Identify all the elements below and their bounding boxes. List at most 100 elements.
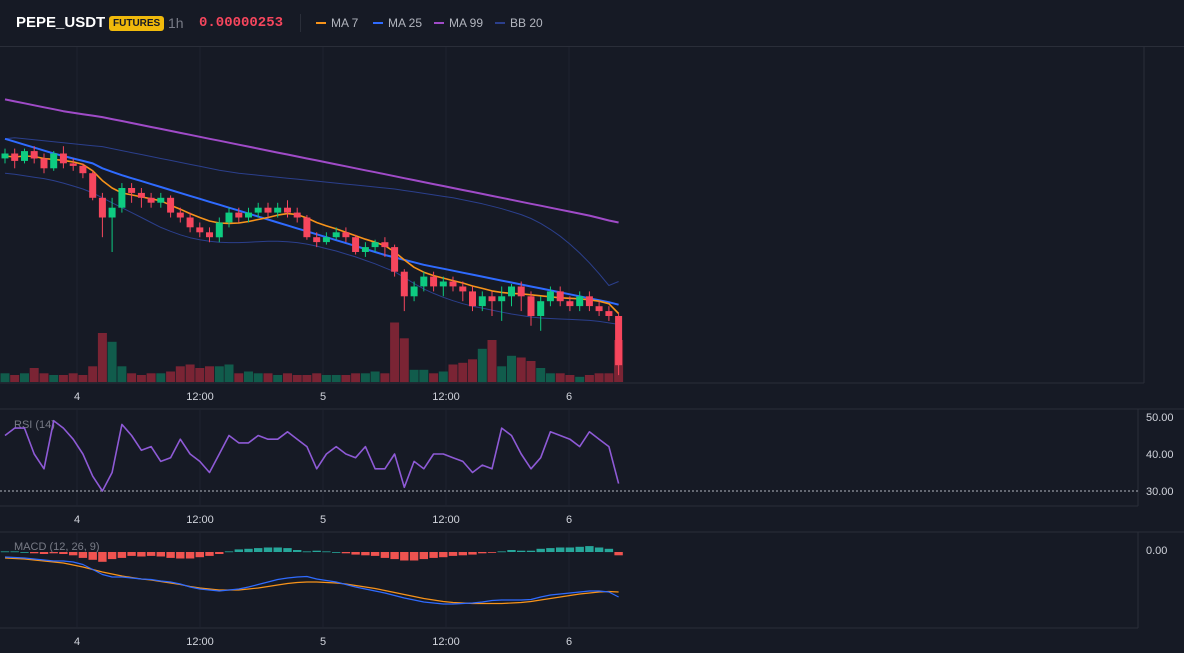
bb-upper-line bbox=[4, 137, 619, 286]
macd-histogram-bar bbox=[614, 552, 623, 556]
macd-histogram-bar bbox=[20, 552, 29, 553]
candle-body bbox=[196, 227, 204, 233]
volume-bar bbox=[175, 366, 185, 383]
candle-body bbox=[11, 153, 19, 161]
volume-bar bbox=[0, 373, 10, 383]
volume-bar bbox=[244, 371, 253, 382]
macd-histogram-bar bbox=[185, 552, 195, 559]
symbol-title[interactable]: PEPE_USDT bbox=[16, 14, 106, 31]
legend-ma99[interactable]: MA 99 bbox=[434, 16, 483, 30]
volume-bar bbox=[10, 375, 20, 382]
x-tick-label-rsi: 12:00 bbox=[186, 514, 214, 526]
macd-histogram-bar bbox=[458, 552, 467, 556]
macd-signal-line bbox=[4, 557, 619, 605]
macd-histogram-bar bbox=[419, 552, 428, 560]
x-tick-label-rsi: 4 bbox=[74, 514, 80, 526]
x-tick-label-macd: 12:00 bbox=[432, 636, 460, 648]
chart-header: PEPE_USDT FUTURES 1h 0.00000253 MA 7 MA … bbox=[0, 0, 1184, 47]
candle-body bbox=[371, 242, 379, 248]
volume-bar bbox=[390, 322, 400, 382]
candle-body bbox=[585, 296, 593, 307]
macd-histogram-bar bbox=[293, 550, 302, 552]
macd-histogram-bar bbox=[487, 552, 497, 553]
volume-bar bbox=[292, 375, 302, 382]
volume-bar bbox=[166, 371, 176, 382]
volume-bar bbox=[205, 366, 214, 383]
legend-bb20[interactable]: BB 20 bbox=[495, 16, 543, 30]
macd-histogram-bar bbox=[88, 552, 97, 560]
legend-ma25[interactable]: MA 25 bbox=[373, 16, 422, 30]
volume-bar bbox=[146, 373, 156, 383]
volume-bar bbox=[195, 368, 205, 382]
macd-histogram-bar bbox=[215, 552, 224, 554]
macd-histogram-bar bbox=[166, 552, 175, 558]
volume-bar bbox=[78, 375, 88, 382]
legend-ma7-swatch bbox=[316, 22, 326, 24]
volume-bar bbox=[487, 340, 497, 382]
volume-bar bbox=[604, 373, 614, 383]
macd-y-tick-label: 0.00 bbox=[1146, 545, 1167, 557]
legend-ma7[interactable]: MA 7 bbox=[316, 16, 358, 30]
candle-body bbox=[615, 316, 623, 366]
candle-body bbox=[128, 188, 136, 193]
x-tick-label-macd: 5 bbox=[320, 636, 326, 648]
candle-body bbox=[69, 163, 77, 166]
macd-lines bbox=[4, 556, 619, 605]
macd-histogram-bar bbox=[556, 547, 565, 552]
candle-body bbox=[517, 286, 525, 297]
macd-histogram-bar bbox=[69, 552, 78, 556]
candle-body bbox=[264, 207, 272, 213]
candle-body bbox=[361, 247, 369, 252]
candle-body bbox=[391, 247, 399, 272]
volume-bar bbox=[409, 369, 419, 383]
volume-bar bbox=[49, 375, 59, 382]
macd-histogram-bar bbox=[137, 552, 146, 557]
candle-body bbox=[566, 301, 574, 307]
macd-histogram-bar bbox=[10, 551, 19, 553]
candle-body bbox=[137, 192, 145, 198]
macd-histogram-bar bbox=[254, 548, 263, 552]
volume-bar bbox=[380, 373, 390, 383]
macd-histogram-bar bbox=[312, 550, 321, 552]
volume-bar bbox=[448, 364, 458, 382]
volume-bar bbox=[497, 366, 507, 383]
candle-body bbox=[439, 281, 447, 287]
macd-histogram-bar bbox=[517, 550, 526, 552]
x-tick-label-main: 4 bbox=[74, 391, 80, 403]
macd-histogram-bar bbox=[439, 552, 448, 558]
ma99-line bbox=[4, 98, 619, 224]
candle-body bbox=[469, 291, 476, 307]
macd-histogram-bar bbox=[478, 552, 487, 554]
candle-body bbox=[420, 276, 428, 287]
volume-bar bbox=[253, 373, 263, 383]
volume-bar bbox=[507, 355, 516, 383]
macd-histogram-bar bbox=[49, 552, 58, 554]
candle-body bbox=[537, 301, 545, 316]
rsi-title: RSI (14) bbox=[14, 419, 55, 431]
macd-histogram-bar bbox=[390, 552, 399, 560]
candle-body bbox=[595, 306, 603, 312]
volume-bar bbox=[545, 373, 555, 383]
macd-histogram-bar bbox=[107, 552, 117, 560]
volume-bar bbox=[20, 373, 29, 383]
candle-body bbox=[157, 197, 165, 203]
candle-body bbox=[459, 286, 467, 292]
rsi-y-axis: 50.00 40.00 30.00 bbox=[1146, 412, 1174, 498]
volume-bar bbox=[39, 373, 49, 383]
candle-body bbox=[108, 207, 116, 218]
timeframe-selector[interactable]: 1h bbox=[168, 15, 184, 31]
volume-bar bbox=[458, 362, 468, 383]
volume-bar bbox=[263, 373, 273, 383]
ma7-line bbox=[4, 155, 620, 315]
macd-histogram-bar bbox=[536, 548, 545, 553]
candle-body bbox=[322, 237, 330, 243]
candle-body bbox=[556, 291, 564, 302]
macd-histogram-bar bbox=[98, 552, 107, 562]
macd-histogram-bar bbox=[127, 552, 136, 556]
candle-body bbox=[40, 158, 48, 169]
macd-histogram-bar bbox=[497, 551, 506, 553]
pane-borders bbox=[0, 47, 1184, 629]
candle-body bbox=[167, 197, 175, 213]
legend-ma7-label: MA 7 bbox=[331, 16, 359, 30]
